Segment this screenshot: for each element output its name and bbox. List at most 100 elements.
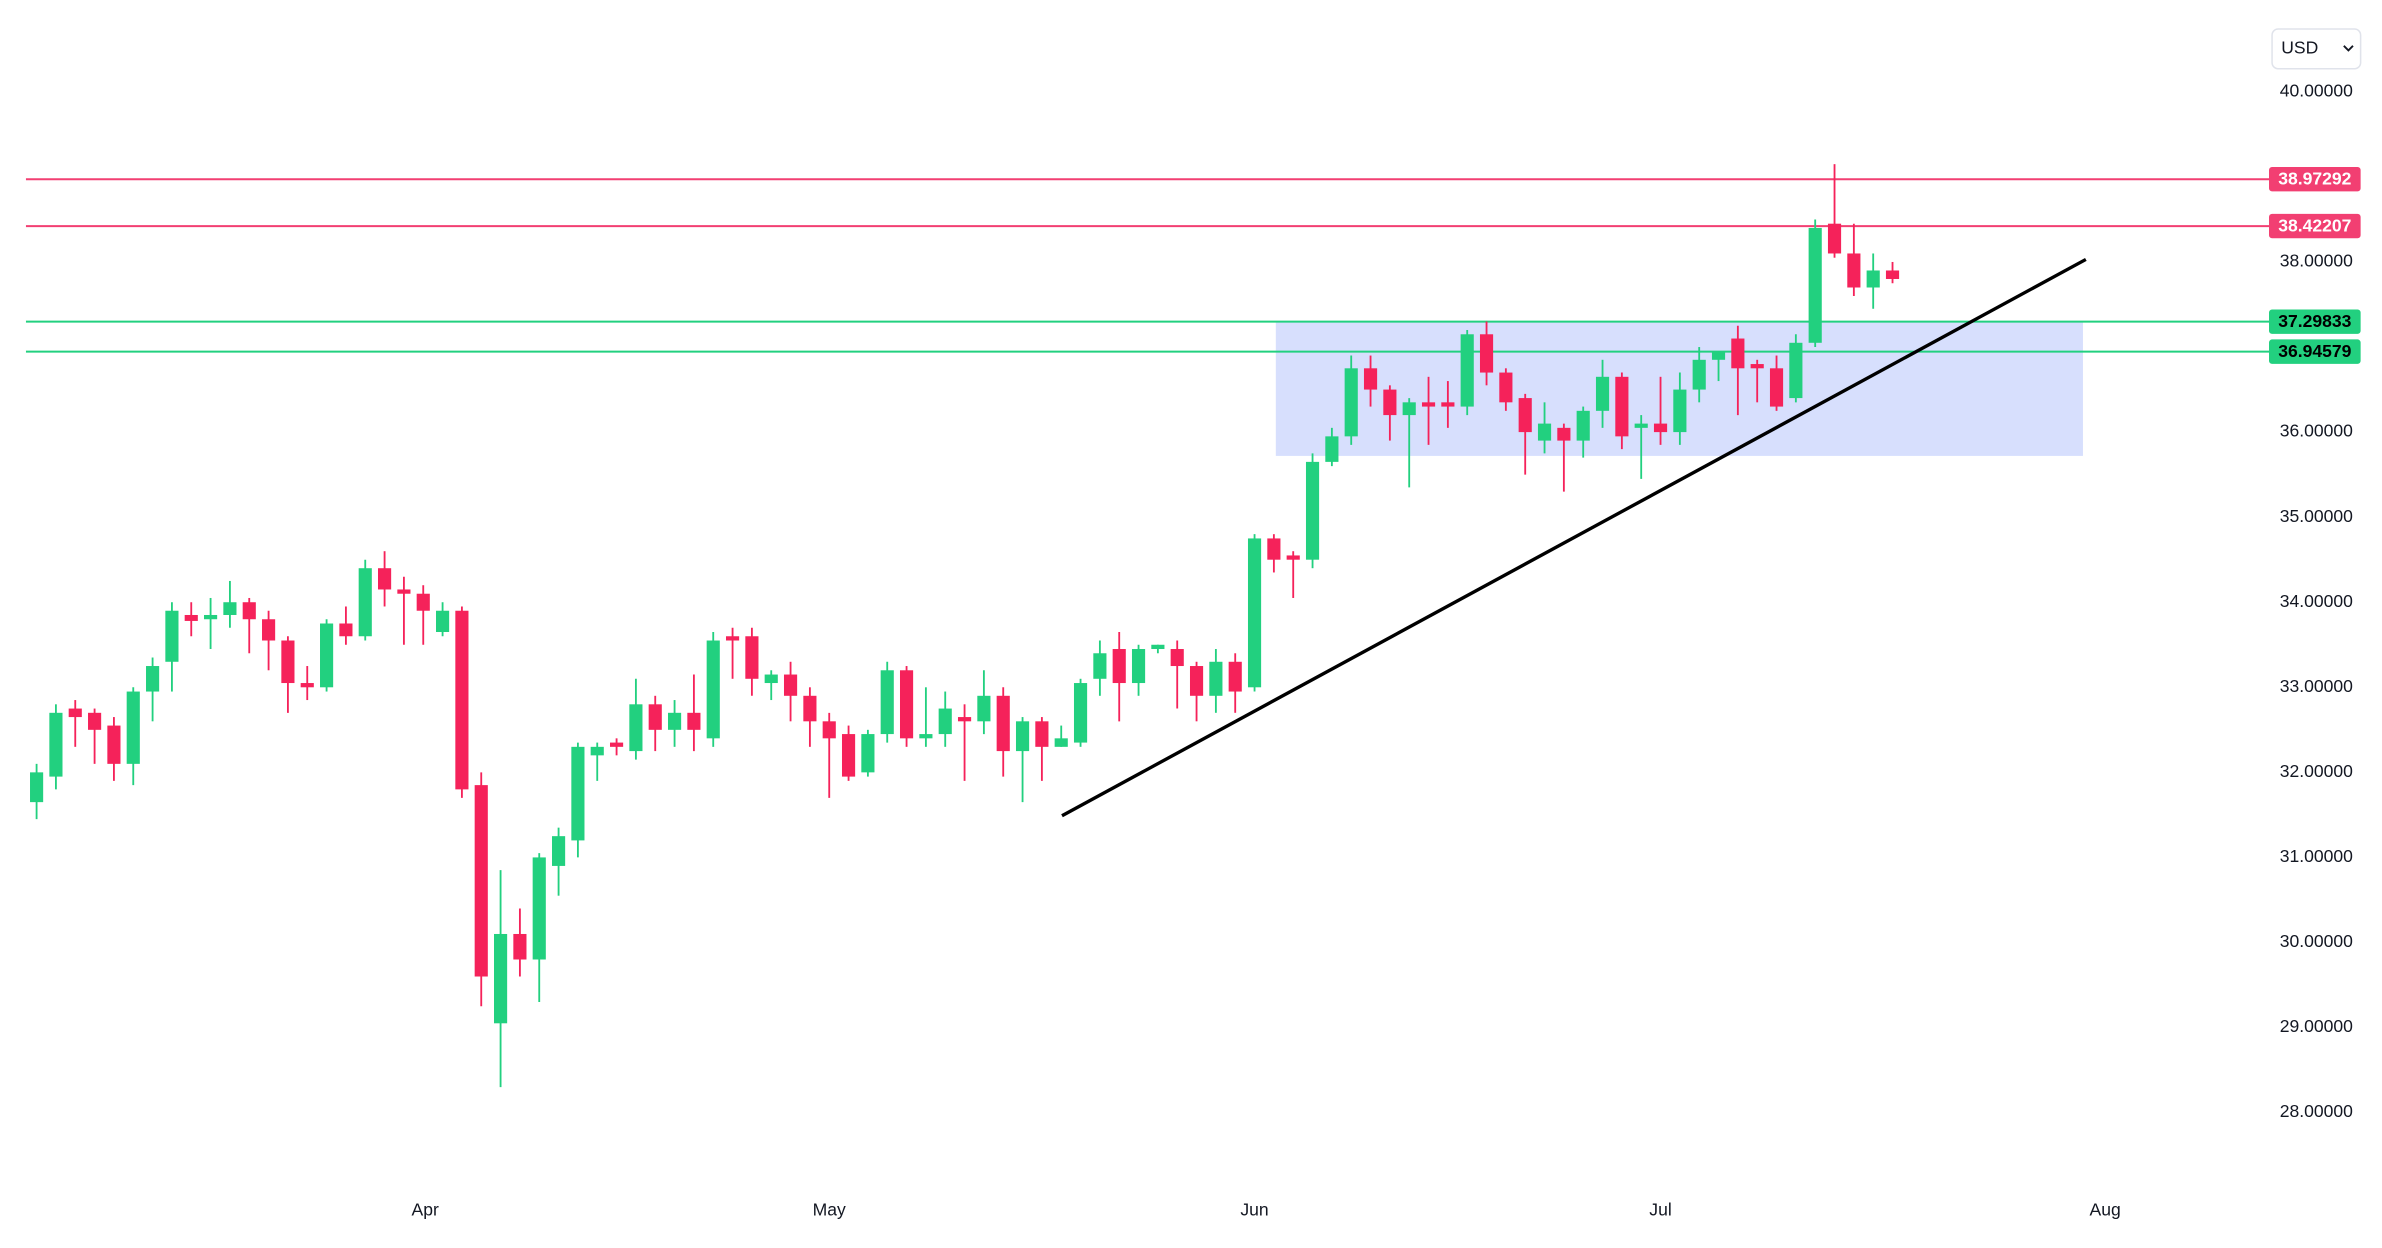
candle-body — [551, 836, 566, 866]
candle-body — [1402, 402, 1416, 416]
candle-body — [1692, 359, 1706, 390]
candle-body — [1847, 253, 1861, 288]
candle-body — [68, 708, 82, 718]
candle-body — [841, 734, 856, 777]
candle-body — [1112, 649, 1126, 684]
candle-body — [1479, 334, 1494, 373]
candle-body — [1769, 368, 1784, 407]
dropdown-chevron[interactable] — [2343, 45, 2354, 52]
y-tick-label: 36.00000 — [2280, 421, 2353, 441]
candle-body — [146, 666, 160, 692]
candle-body — [1189, 666, 1204, 696]
candle-body — [1557, 427, 1571, 441]
candle-body — [938, 708, 952, 735]
candle-body — [1170, 649, 1184, 667]
currency-box[interactable] — [2271, 28, 2362, 70]
candle-body — [1209, 661, 1223, 696]
x-tick-label: Jun — [1240, 1200, 1268, 1220]
candle-body — [1499, 372, 1513, 403]
candle-body — [1151, 644, 1165, 650]
candle-body — [204, 614, 218, 620]
candle-body — [899, 670, 914, 739]
price-tag-label: 38.97292 — [2278, 169, 2351, 189]
candle-body — [1750, 364, 1764, 369]
candle-body — [1441, 402, 1455, 407]
candle-body — [1015, 721, 1030, 752]
candle-body — [30, 772, 44, 803]
candle-body — [262, 619, 276, 641]
y-tick-label: 33.00000 — [2280, 676, 2353, 696]
candle-body — [378, 568, 392, 590]
candle-body — [1518, 398, 1532, 433]
candle-body — [1615, 376, 1629, 437]
y-tick-label: 35.00000 — [2280, 506, 2353, 526]
candle-body — [1595, 376, 1610, 411]
candle-body — [1808, 227, 1822, 343]
candle-body — [1073, 683, 1088, 743]
candle-body — [1634, 423, 1648, 428]
candle-body — [996, 695, 1010, 752]
candle-body — [1383, 389, 1397, 416]
candle-body — [455, 610, 469, 790]
candle-body — [1131, 649, 1146, 684]
candle-body — [1093, 653, 1107, 679]
candle-body — [436, 610, 450, 633]
candle-body — [1305, 461, 1320, 560]
candle-body — [1247, 538, 1262, 688]
y-tick-label: 32.00000 — [2280, 761, 2353, 781]
candle-body — [1267, 538, 1281, 560]
candle-body — [397, 589, 411, 594]
currency-label[interactable]: USD — [2281, 38, 2318, 58]
candle-body — [494, 933, 508, 1024]
candle-body — [126, 691, 140, 764]
candle-body — [1537, 423, 1552, 441]
candle-body — [300, 683, 314, 688]
candle-body — [242, 602, 256, 620]
candle-body — [1789, 342, 1803, 399]
candle-body — [1421, 402, 1436, 407]
candle-body — [88, 712, 102, 730]
candle-body — [223, 602, 237, 615]
candle-body — [880, 670, 894, 735]
y-tick-label: 30.00000 — [2280, 931, 2353, 951]
candle-body — [1653, 423, 1668, 433]
candle-body — [783, 674, 798, 696]
candle-body — [745, 636, 759, 679]
candle-body — [1576, 410, 1590, 441]
candle-body — [320, 623, 334, 688]
y-tick-label: 28.00000 — [2280, 1101, 2353, 1121]
candle-body — [919, 734, 933, 739]
candle-body — [184, 614, 198, 621]
y-tick-label: 29.00000 — [2280, 1016, 2353, 1036]
candle-body — [667, 712, 682, 730]
candle-body — [1228, 661, 1242, 692]
candle-body — [416, 593, 430, 611]
candle-body — [339, 623, 353, 637]
price-tag — [2269, 213, 2361, 239]
candle-body — [474, 785, 488, 977]
candle-body — [1325, 436, 1339, 462]
candle-body — [822, 721, 836, 739]
candle-body — [358, 568, 372, 637]
x-tick-label: Aug — [2090, 1200, 2121, 1220]
candle-body — [629, 704, 643, 752]
candle-body — [49, 712, 63, 777]
candle-body — [1460, 334, 1474, 407]
currency-selector[interactable]: USD — [2271, 28, 2362, 70]
candle-body — [648, 704, 662, 730]
price-tag-label: 36.94579 — [2278, 341, 2351, 361]
candle-body — [1731, 338, 1745, 369]
candle-body — [706, 640, 720, 739]
candle-body — [107, 725, 121, 764]
candle-body — [571, 746, 585, 841]
candle-body — [513, 933, 527, 960]
candle-body — [687, 712, 701, 730]
candle-body — [1035, 721, 1049, 747]
candle-body — [803, 695, 817, 722]
x-tick-label: Jul — [1649, 1200, 1671, 1220]
y-tick-label: 34.00000 — [2280, 591, 2353, 611]
candle-body — [532, 857, 546, 960]
candle-body — [1885, 270, 1900, 279]
candle-body — [590, 746, 604, 756]
